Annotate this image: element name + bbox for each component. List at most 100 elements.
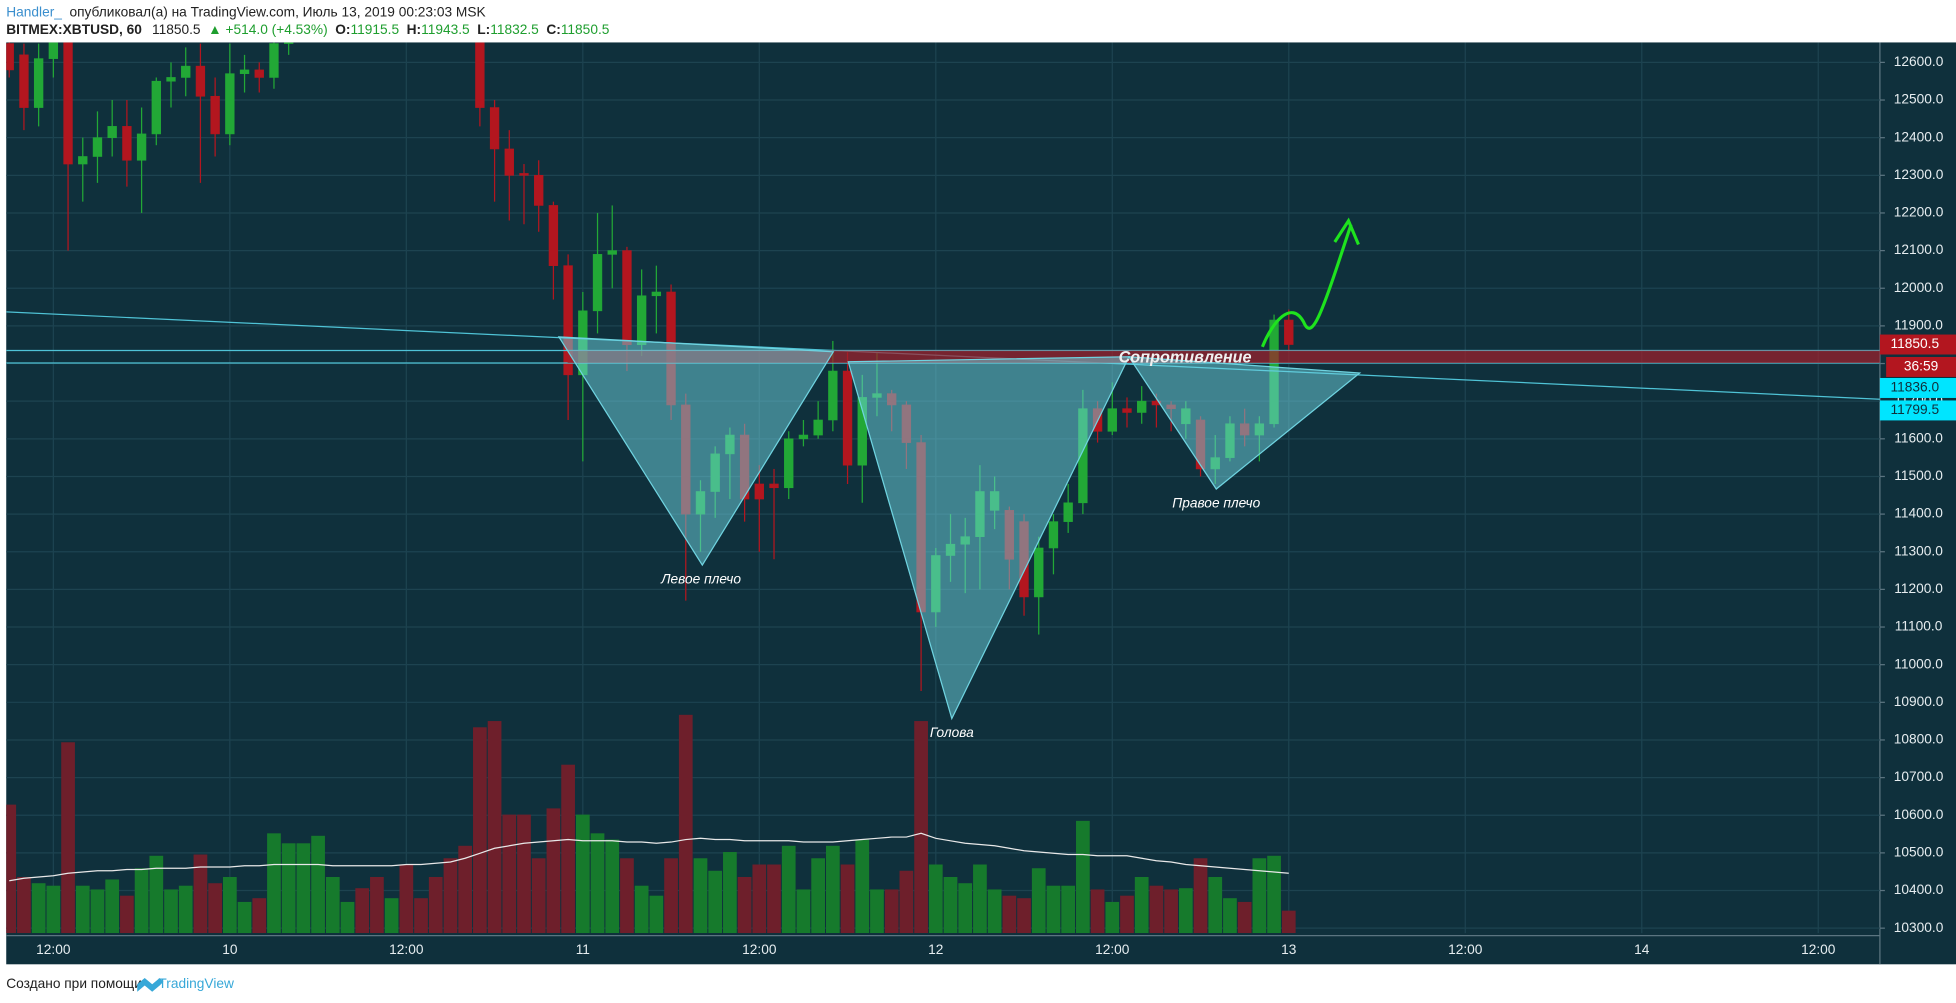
volume-bar (840, 864, 855, 934)
candle-body (754, 483, 764, 500)
y-tick-label: 12400.0 (1894, 129, 1944, 144)
volume-bar (1252, 858, 1267, 934)
y-tick-label: 11000.0 (1894, 656, 1943, 671)
y-tick-label: 12100.0 (1894, 242, 1944, 257)
y-tick-label: 12300.0 (1894, 167, 1944, 182)
volume-bar (75, 885, 90, 934)
volume-bar (1193, 858, 1208, 934)
x-tick-label: 11 (576, 942, 590, 957)
volume-bar (120, 895, 134, 934)
volume-bar (1076, 820, 1090, 934)
right-shoulder-label: Правое плечо (1172, 496, 1260, 511)
candle-body (195, 65, 206, 97)
volume-bar (781, 845, 796, 934)
volume-bar (678, 714, 693, 934)
volume-bar (899, 870, 914, 934)
candle-body (1107, 408, 1117, 432)
volume-bar (281, 843, 296, 934)
volume-bar (796, 889, 811, 934)
brand: TradingView (158, 976, 234, 991)
volume-bar (208, 883, 222, 934)
last-price-box (1879, 334, 1956, 355)
volume-bar (590, 833, 605, 934)
volume-bar (943, 876, 958, 934)
candle-body (651, 291, 662, 297)
candle-body (769, 483, 779, 489)
volume-pane (6, 714, 1296, 934)
y-tick-label: 11100.0 (1895, 619, 1943, 634)
volume-bar (1046, 885, 1061, 934)
y-tick-label: 10500.0 (1894, 845, 1944, 860)
countdown-box (1886, 356, 1956, 377)
x-tick-label: 12:00 (742, 942, 777, 957)
candle-body (798, 434, 809, 440)
candle-body (1122, 408, 1132, 413)
candle-body (592, 254, 603, 312)
volume-bar (1149, 885, 1164, 934)
volume-bar (105, 879, 120, 934)
brand-logo (137, 978, 164, 992)
x-tick-label: 12:00 (389, 942, 424, 957)
volume-bar (811, 858, 826, 934)
volume-bar (6, 804, 17, 934)
candle-body (607, 250, 617, 255)
y-tick-label: 10600.0 (1894, 807, 1944, 822)
candle-body (1284, 319, 1294, 345)
volume-bar (605, 839, 620, 934)
volume-bar (531, 858, 546, 934)
y-tick-label: 11200.0 (1894, 581, 1943, 596)
volume-bar (1105, 901, 1120, 934)
volume-bar (473, 727, 487, 934)
last-price-label: 11850.5 (1891, 336, 1940, 351)
volume-bar (1061, 885, 1076, 934)
volume-bar (767, 864, 781, 934)
candle-body (283, 42, 294, 44)
candle-body (107, 126, 117, 138)
left-shoulder-triangle (557, 336, 835, 567)
volume-bar (384, 898, 399, 934)
candle-body (225, 73, 235, 135)
candle-body (519, 173, 529, 176)
volume-bar (1281, 910, 1296, 934)
volume-bar (414, 898, 428, 934)
y-tick-label: 10300.0 (1894, 920, 1944, 935)
axes: 10300.0 10400.0 10500.0 10600.0 10700.0 10800… (36, 54, 1956, 957)
volume-bar (252, 898, 267, 934)
volume-bar (708, 870, 723, 934)
candle-body (1048, 521, 1059, 549)
x-tick-label: 12:00 (1801, 942, 1836, 957)
y-tick-label: 12600.0 (1894, 54, 1944, 69)
symbol: BITMEX:XBTUSD, 60 (6, 22, 142, 37)
volume-bar (458, 845, 473, 934)
volume-bar (561, 764, 575, 934)
volume-bar (855, 839, 870, 934)
candle-body (19, 54, 29, 108)
volume-bar (517, 814, 531, 934)
head-triangle (847, 356, 1130, 721)
candle-body (33, 58, 44, 108)
candle-body (489, 107, 500, 150)
published: опубликовал(а) на TradingView.com, Июль … (69, 4, 485, 19)
head-label: Голова (930, 725, 974, 740)
candle-body (151, 80, 161, 135)
volume-bar (296, 843, 311, 934)
volume-bar (664, 858, 678, 934)
x-tick-label: 10 (222, 942, 238, 957)
volume-bar (973, 864, 987, 934)
candle-body (622, 250, 632, 346)
candle-body (842, 370, 853, 466)
volume-bar (355, 888, 370, 934)
volume-bar (443, 858, 458, 934)
volume-bar (546, 808, 561, 934)
footer-text: Создано при помощи (6, 976, 142, 991)
y-tick-label: 10800.0 (1894, 732, 1944, 747)
volume-bar (634, 885, 649, 934)
ohlc-value: 11943.5 (421, 22, 470, 37)
level-price-box (1879, 400, 1956, 421)
candle-body (1034, 547, 1044, 598)
volume-bar (1237, 901, 1252, 934)
volume-bar (575, 814, 590, 934)
volume-bar (1208, 876, 1223, 934)
volume-bar (237, 901, 252, 934)
